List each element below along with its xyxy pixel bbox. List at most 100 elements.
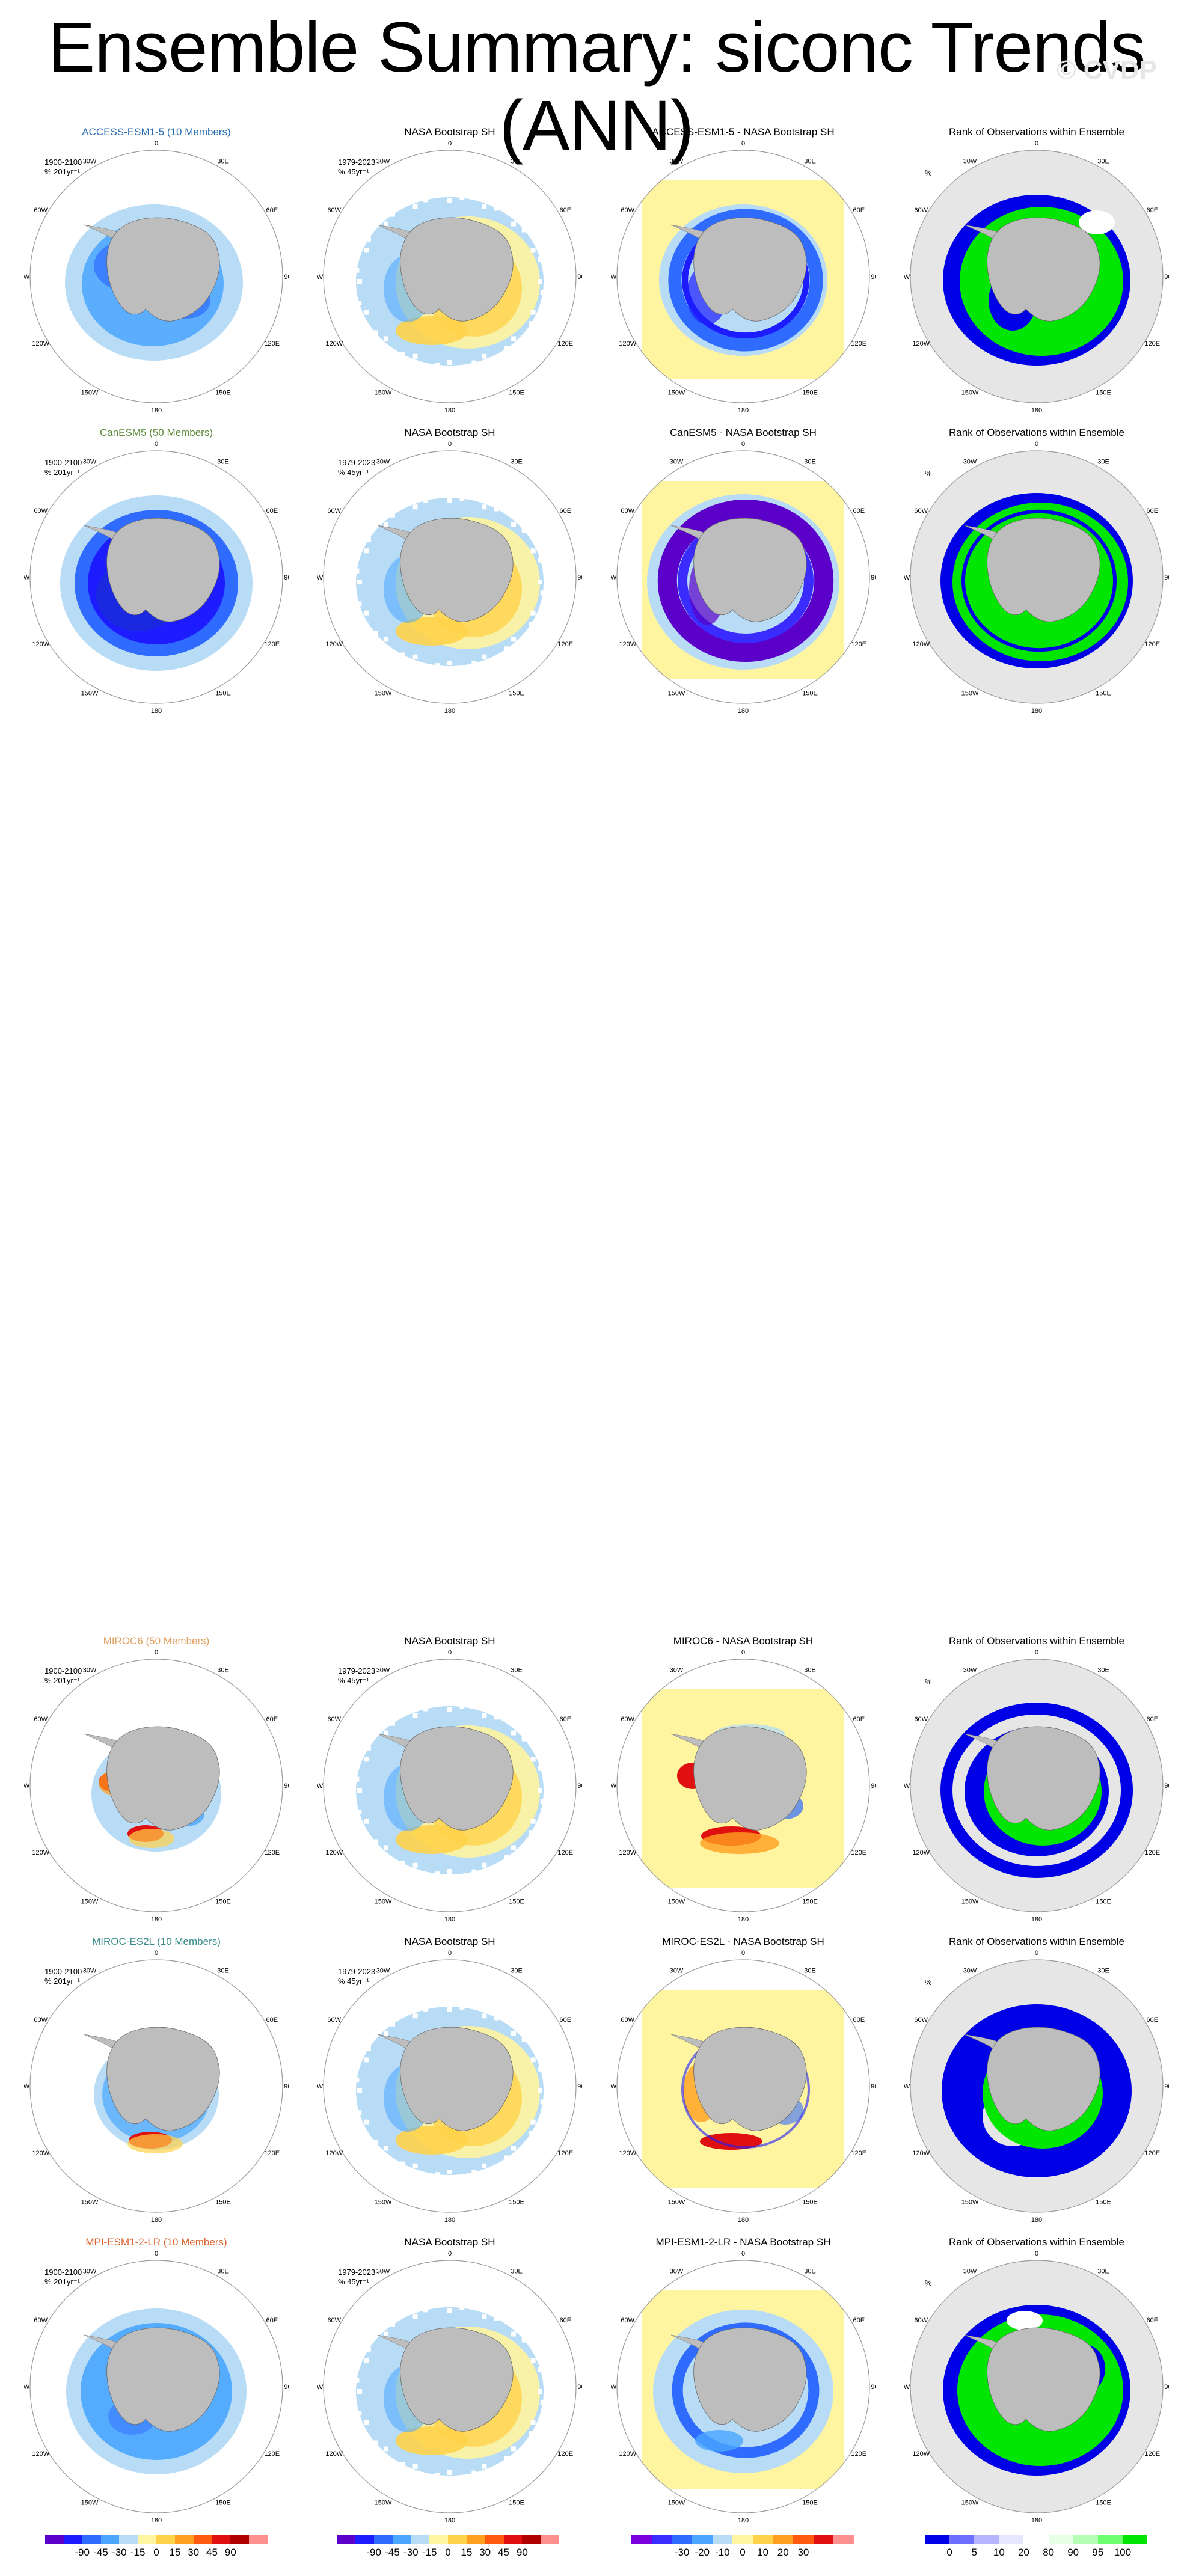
- polar-map-svg: 0 30E 60E 90E 120E 150E 180 150W 120W 90W 60W 30W: [310, 2250, 589, 2524]
- longitude-label: 120E: [851, 2150, 866, 2157]
- longitude-label: 30E: [804, 1667, 816, 1674]
- south-america-land: [324, 484, 346, 509]
- longitude-label: 60E: [853, 2317, 865, 2324]
- map-boundary: [616, 2260, 870, 2513]
- longitude-label: 150W: [668, 2198, 685, 2206]
- longitude-label: 180: [444, 708, 455, 715]
- longitude-label: 90E: [1164, 2083, 1169, 2090]
- colorbar-segment: [732, 2535, 753, 2544]
- period-units-label: 1900-2100% 201yr⁻¹: [44, 158, 82, 177]
- longitude-label: 90W: [24, 2384, 30, 2391]
- longitude-label: 90E: [284, 1782, 289, 1790]
- antarctica-land: [400, 217, 514, 322]
- longitude-label: 120W: [32, 340, 49, 347]
- longitude-label: 90E: [284, 274, 289, 281]
- longitude-label: 60E: [853, 507, 865, 515]
- longitude-label: 120W: [32, 641, 49, 648]
- panel-title: Rank of Observations within Ensemble: [949, 1936, 1124, 1947]
- polar-map-svg: 0 30E 60E 90E 120E 150E 180 150W 120W 90W 60W 30W: [310, 1649, 589, 1923]
- longitude-label: 120E: [557, 340, 573, 347]
- antarctica-land: [693, 1726, 807, 1831]
- longitude-label: 60E: [266, 1716, 278, 1723]
- longitude-label: 150E: [215, 690, 231, 697]
- polar-map: 0 30E 60E 90E 120E 150E 180 150W 120W 90W 60W 30W: [603, 1948, 883, 2227]
- longitude-label: 30W: [670, 459, 684, 466]
- colorbar-tick-label: 0: [153, 2547, 159, 2558]
- longitude-label: 60W: [914, 207, 928, 214]
- south-america-land: [324, 2293, 346, 2318]
- polar-map-svg: 0 30E 60E 90E 120E 150E 180 150W 120W 90W 60W 30W: [897, 441, 1176, 715]
- longitude-label: 60W: [327, 507, 341, 515]
- longitude-label: 30E: [511, 459, 523, 466]
- colorbar-segment: [466, 2535, 486, 2544]
- antarctica-land: [106, 217, 220, 322]
- longitude-label: 60E: [559, 207, 571, 214]
- colorbar-tick-label: -45: [93, 2547, 108, 2558]
- period-label: 1979-2023: [338, 1666, 376, 1675]
- colorbar-segment: [925, 2535, 950, 2544]
- colorbar-tick-label: 10: [993, 2547, 1005, 2558]
- longitude-label: 120E: [557, 2150, 573, 2157]
- longitude-label: 0: [1035, 140, 1038, 147]
- map-panel-ens: ACCESS-ESM1-5 (10 Members) 0 30E 60E 90E 120E…: [16, 126, 296, 418]
- units-label: %: [925, 1677, 932, 1686]
- longitude-label: 30W: [376, 459, 390, 466]
- longitude-label: 60W: [34, 507, 48, 515]
- longitude-label: 30E: [217, 2268, 229, 2275]
- longitude-label: 150E: [1096, 1898, 1111, 1905]
- antarctica-land: [987, 2027, 1100, 2131]
- map-boundary: [29, 2260, 283, 2513]
- colorbar-segment: [230, 2535, 250, 2544]
- longitude-label: 150E: [802, 2198, 818, 2206]
- units-label: % 201yr⁻¹: [44, 167, 80, 176]
- colorbar-tick-label: 15: [461, 2547, 473, 2558]
- polar-map: 0 30E 60E 90E 120E 150E 180 150W 120W 90W 60W 30W: [310, 1647, 589, 1927]
- colorbar-tick-label: 30: [479, 2547, 491, 2558]
- longitude-label: 60W: [34, 2016, 48, 2024]
- longitude-label: 90W: [317, 274, 324, 281]
- longitude-label: 60E: [266, 507, 278, 515]
- map-panel-obs: NASA Bootstrap SH 0 30E 60E 90E 120E 150E 180 15…: [310, 126, 589, 415]
- longitude-label: 120E: [264, 2150, 280, 2157]
- longitude-label: 60E: [1146, 207, 1158, 214]
- polar-map: 0 30E 60E 90E 120E 150E 180 150W 120W 90W 60W 30W: [603, 439, 883, 718]
- polar-map: 0 30E 60E 90E 120E 150E 180 150W 120W 90W 60W 30W: [16, 138, 296, 418]
- south-america-land: [617, 1993, 640, 2018]
- colorbar-segment: [485, 2535, 504, 2544]
- longitude-label: 120E: [557, 2450, 573, 2458]
- longitude-label: 60W: [621, 207, 634, 214]
- longitude-label: 30W: [670, 1968, 684, 1975]
- antarctica-land: [106, 518, 220, 622]
- map-boundary: [616, 1959, 870, 2213]
- colorbar-segment: [541, 2535, 560, 2544]
- polar-map: 0 30E 60E 90E 120E 150E 180 150W 120W 90W 60W 30W: [310, 1948, 589, 2227]
- longitude-label: 90W: [24, 274, 30, 281]
- colorbar-tick-label: 5: [971, 2547, 977, 2558]
- longitude-label: 150E: [509, 1898, 524, 1905]
- longitude-label: 90W: [611, 2083, 617, 2090]
- longitude-label: 30W: [376, 1667, 390, 1674]
- panel-title: ACCESS-ESM1-5 - NASA Bootstrap SH: [652, 126, 835, 138]
- period-label: 1900-2100: [44, 158, 82, 167]
- polar-map: 0 30E 60E 90E 120E 150E 180 150W 120W 90W 60W 30W: [16, 1647, 296, 1927]
- longitude-label: 150E: [509, 2198, 524, 2206]
- polar-map: 0 30E 60E 90E 120E 150E 180 150W 120W 90W 60W 30W: [16, 1948, 296, 2227]
- longitude-label: 0: [155, 140, 158, 147]
- longitude-label: 180: [1031, 2217, 1042, 2224]
- longitude-label: 90W: [904, 2083, 910, 2090]
- longitude-label: 90W: [317, 2384, 324, 2391]
- polar-map-svg: 0 30E 60E 90E 120E 150E 180 150W 120W 90W 60W 30W: [16, 1950, 296, 2224]
- longitude-label: 120W: [619, 2450, 636, 2458]
- polar-map-svg: 0 30E 60E 90E 120E 150E 180 150W 120W 90W 60W 30W: [310, 140, 589, 414]
- longitude-label: 60W: [621, 2016, 634, 2024]
- colorbar-segment: [373, 2535, 393, 2544]
- colorbar-tick-label: 95: [1092, 2547, 1104, 2558]
- longitude-label: 30E: [1097, 158, 1109, 165]
- longitude-label: 150E: [1096, 389, 1111, 396]
- longitude-label: 180: [151, 1916, 162, 1923]
- longitude-label: 120E: [264, 641, 280, 648]
- longitude-label: 30W: [963, 459, 977, 466]
- colorbar-segment: [63, 2535, 83, 2544]
- longitude-label: 150E: [1096, 690, 1111, 697]
- map-boundary: [29, 1659, 283, 1912]
